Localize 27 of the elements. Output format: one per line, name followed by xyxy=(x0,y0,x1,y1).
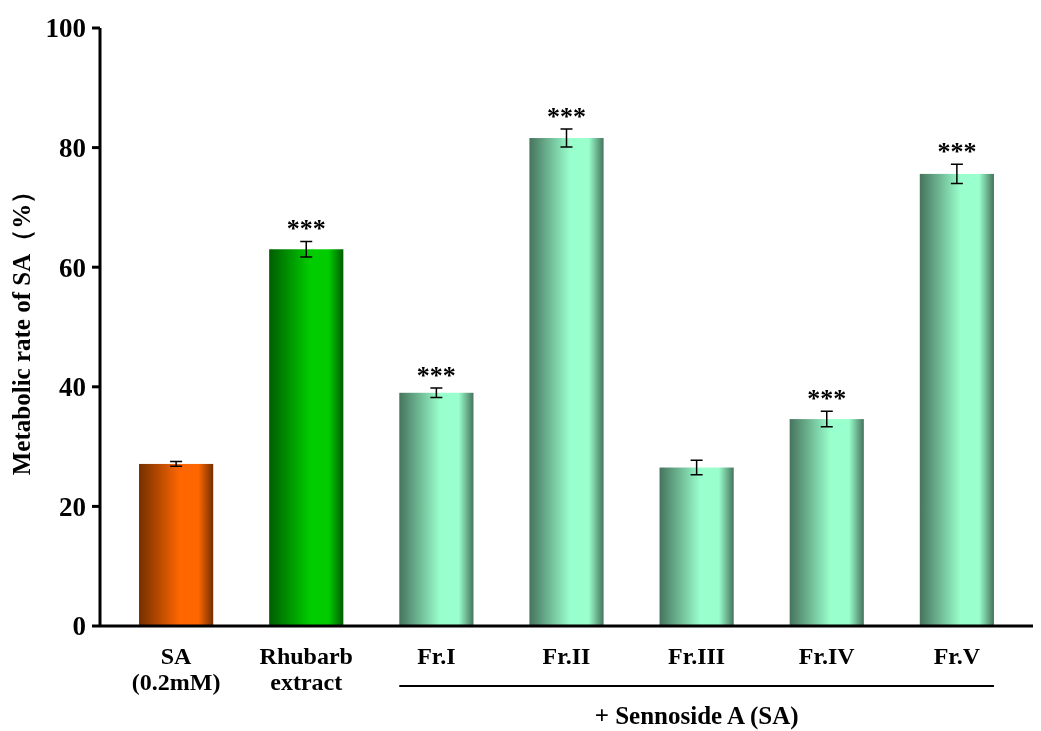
y-tick-label: 60 xyxy=(59,252,86,283)
x-tick-label: Fr.II xyxy=(542,643,591,669)
bar xyxy=(269,249,344,626)
bar xyxy=(659,467,734,626)
annotation: *** xyxy=(547,102,586,132)
bar xyxy=(139,463,214,626)
x-tick-label: Fr.III xyxy=(668,643,726,669)
x-tick-label: SA (0.2mM) xyxy=(131,643,221,695)
annotation: *** xyxy=(286,214,326,244)
x-tick-label: Fr.IV xyxy=(798,643,856,669)
x-tick-label: Fr.V xyxy=(933,643,981,669)
y-tick-label: 20 xyxy=(59,491,86,522)
annotation: *** xyxy=(807,384,847,414)
y-tick-label: 40 xyxy=(59,372,86,403)
x-tick-label: Rhubarb extract xyxy=(259,643,353,695)
bar xyxy=(919,173,994,626)
bar xyxy=(789,419,864,626)
y-tick-label: 100 xyxy=(45,13,86,44)
annotation: *** xyxy=(937,137,977,167)
bar xyxy=(529,138,604,626)
annotation: *** xyxy=(416,361,456,390)
y-tick-label: 0 xyxy=(72,611,86,642)
y-axis-title: Metabolic rate of SA（%） xyxy=(8,178,35,476)
text: + Sennoside A (SA) xyxy=(594,702,799,730)
x-tick-label: Fr.I xyxy=(417,643,456,669)
y-tick-label: 80 xyxy=(59,133,86,164)
bar xyxy=(399,392,474,626)
